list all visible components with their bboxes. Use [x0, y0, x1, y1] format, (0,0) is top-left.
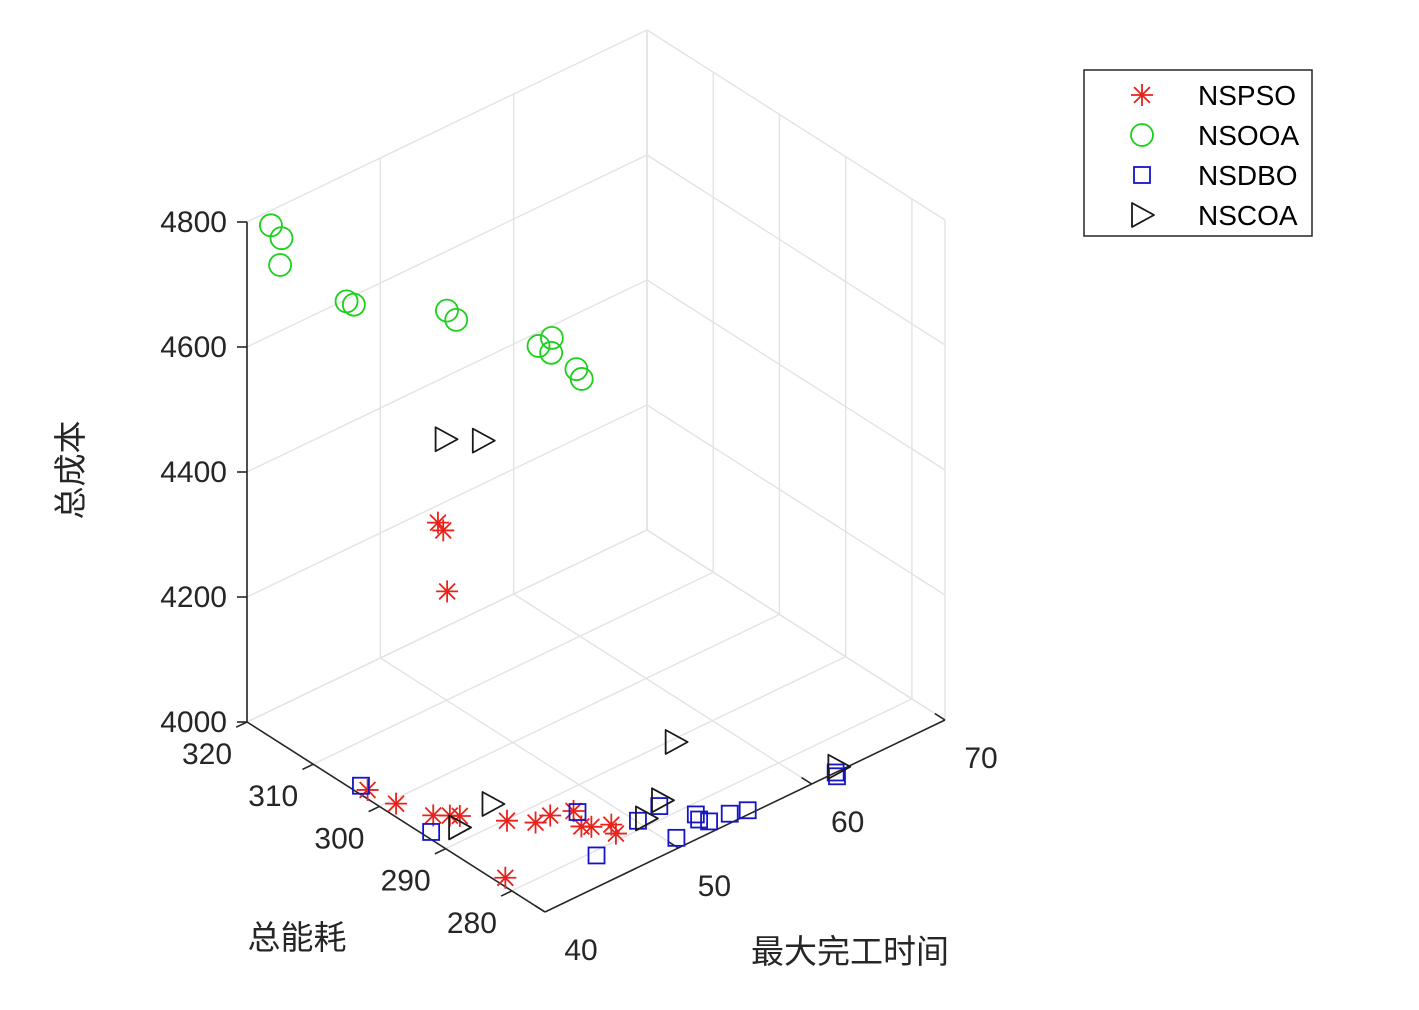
y-tick-mark [500, 890, 513, 897]
x-tick-label: 40 [564, 934, 597, 967]
marker-nsooa [435, 298, 459, 323]
legend-label-nsooa: NSOOA [1198, 120, 1299, 151]
marker-nsooa [444, 307, 469, 332]
marker-nsooa [268, 253, 293, 277]
x-tick-label: 60 [831, 806, 864, 839]
x-tick-mark [667, 840, 679, 849]
x-tick-mark [534, 904, 546, 913]
z-tick-label: 4200 [160, 581, 227, 614]
y-axis-line [246, 721, 546, 913]
legend-marker-nsooa [1130, 123, 1154, 147]
x-tick-label: 70 [964, 742, 997, 775]
z-tick-label: 4800 [160, 206, 227, 239]
marker-nsooa [569, 367, 594, 391]
y-tick-label: 300 [314, 822, 364, 855]
marker-nsdbo [352, 776, 370, 795]
grid-line [246, 404, 648, 598]
marker-nscoa [471, 427, 496, 454]
z-tick-label: 4400 [160, 456, 227, 489]
marker-nsooa [539, 326, 564, 350]
y-tick-mark [235, 721, 248, 728]
legend: NSPSO NSOOA NSDBO NSCOA [1083, 69, 1313, 237]
grid-line [445, 656, 846, 850]
marker-nsdbo [568, 803, 587, 821]
grid-line [646, 529, 946, 721]
grid-line [246, 154, 648, 348]
marker-nscoa [664, 729, 689, 755]
x-tick-label: 50 [698, 870, 731, 903]
y-tick-label: 290 [381, 865, 431, 898]
legend-marker-nsdbo [1133, 166, 1151, 184]
y-tick-label: 310 [248, 780, 298, 813]
y-tick-mark [302, 763, 314, 771]
z-axis-label: 总成本 [51, 421, 90, 520]
grid-line [246, 279, 648, 473]
marker-nspso [385, 792, 408, 815]
y-tick-mark [434, 847, 447, 855]
legend-label-nscoa: NSCOA [1198, 200, 1298, 231]
grid-line [246, 529, 648, 723]
marker-nscoa [448, 814, 472, 841]
grid-line [246, 29, 648, 223]
marker-nsdbo [422, 823, 441, 841]
y-axis-label: 总能耗 [248, 918, 347, 957]
grid-line [513, 593, 813, 785]
marker-nsdbo [738, 801, 757, 820]
marker-nspso [539, 804, 562, 827]
grid-line [312, 571, 714, 765]
grid-line [646, 279, 946, 471]
marker-nsdbo [587, 846, 606, 865]
marker-nsooa [269, 226, 294, 251]
grid-line [379, 613, 780, 808]
x-tick-mark [801, 776, 813, 785]
marker-nscoa [651, 787, 675, 814]
marker-nscoa [434, 426, 459, 453]
marker-nspso [356, 778, 379, 801]
grid-lines [246, 29, 946, 913]
grid-line [646, 29, 946, 221]
marker-nsooa [526, 334, 551, 358]
marker-nspso [432, 519, 455, 542]
marker-nspso [604, 822, 627, 845]
y-tick-mark [368, 805, 380, 813]
legend-label-nsdbo: NSDBO [1198, 160, 1298, 191]
marker-nspso [495, 809, 518, 832]
data-markers [259, 213, 852, 889]
x-tick-mark [934, 712, 946, 721]
z-tick-label: 4000 [160, 706, 227, 739]
legend-marker-nspso [1131, 84, 1153, 106]
marker-nsdbo [700, 812, 718, 831]
x-axis-line [544, 719, 946, 913]
marker-nspso [580, 815, 603, 838]
marker-nsdbo [690, 810, 709, 829]
marker-nscoa [827, 753, 852, 780]
marker-nspso [600, 813, 623, 836]
grid-line [646, 154, 946, 346]
marker-nsdbo [667, 828, 686, 847]
z-tick-label: 4600 [160, 331, 227, 364]
marker-nsooa [341, 292, 366, 317]
marker-nscoa [481, 791, 506, 817]
marker-nsdbo [686, 805, 705, 824]
legend-box [1083, 69, 1313, 237]
marker-nspso [448, 804, 471, 827]
grid-line [379, 657, 679, 849]
x-axis-label: 最大完工时间 [751, 932, 949, 971]
marker-nscoa [635, 805, 659, 832]
marker-nsooa [539, 340, 564, 365]
legend-marker-nscoa [1131, 202, 1155, 228]
marker-nspso [494, 866, 517, 889]
legend-label-nspso: NSPSO [1198, 80, 1296, 111]
grid-line [511, 698, 913, 892]
y-tick-label: 320 [182, 738, 232, 771]
marker-nspso [436, 580, 459, 603]
axes [235, 221, 946, 913]
grid-line [646, 404, 946, 596]
marker-nsdbo [720, 804, 739, 823]
y-tick-label: 280 [447, 907, 497, 940]
